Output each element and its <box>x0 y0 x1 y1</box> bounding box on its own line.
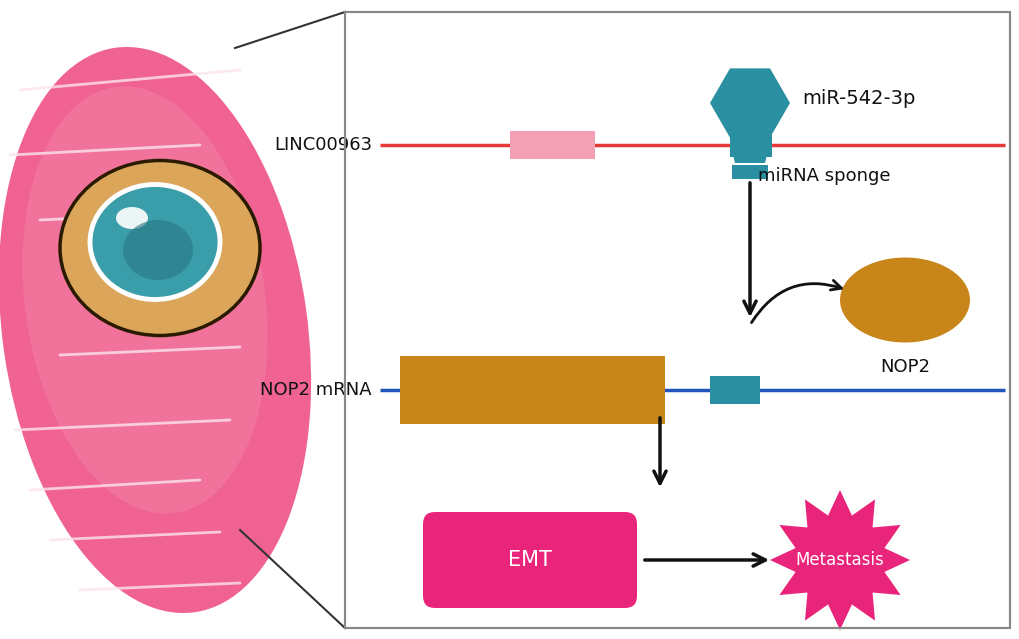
Ellipse shape <box>90 185 220 300</box>
Text: miRNA sponge: miRNA sponge <box>757 167 890 185</box>
FancyBboxPatch shape <box>510 131 594 159</box>
FancyBboxPatch shape <box>730 133 771 157</box>
Text: NOP2 mRNA: NOP2 mRNA <box>260 381 372 399</box>
Text: LINC00963: LINC00963 <box>274 136 372 154</box>
Ellipse shape <box>60 160 260 335</box>
Ellipse shape <box>840 258 969 343</box>
Ellipse shape <box>0 47 311 613</box>
Text: EMT: EMT <box>507 550 551 570</box>
Text: NOP2: NOP2 <box>879 358 929 376</box>
Polygon shape <box>730 143 769 163</box>
Text: miR-542-3p: miR-542-3p <box>801 88 914 107</box>
Ellipse shape <box>123 220 193 280</box>
Polygon shape <box>769 490 909 630</box>
FancyBboxPatch shape <box>423 512 637 608</box>
FancyBboxPatch shape <box>399 356 664 424</box>
FancyBboxPatch shape <box>709 376 759 404</box>
Ellipse shape <box>116 207 148 229</box>
FancyBboxPatch shape <box>732 165 767 179</box>
Text: Metastasis: Metastasis <box>795 551 883 569</box>
Polygon shape <box>709 68 790 137</box>
Ellipse shape <box>22 86 267 514</box>
FancyBboxPatch shape <box>344 12 1009 628</box>
